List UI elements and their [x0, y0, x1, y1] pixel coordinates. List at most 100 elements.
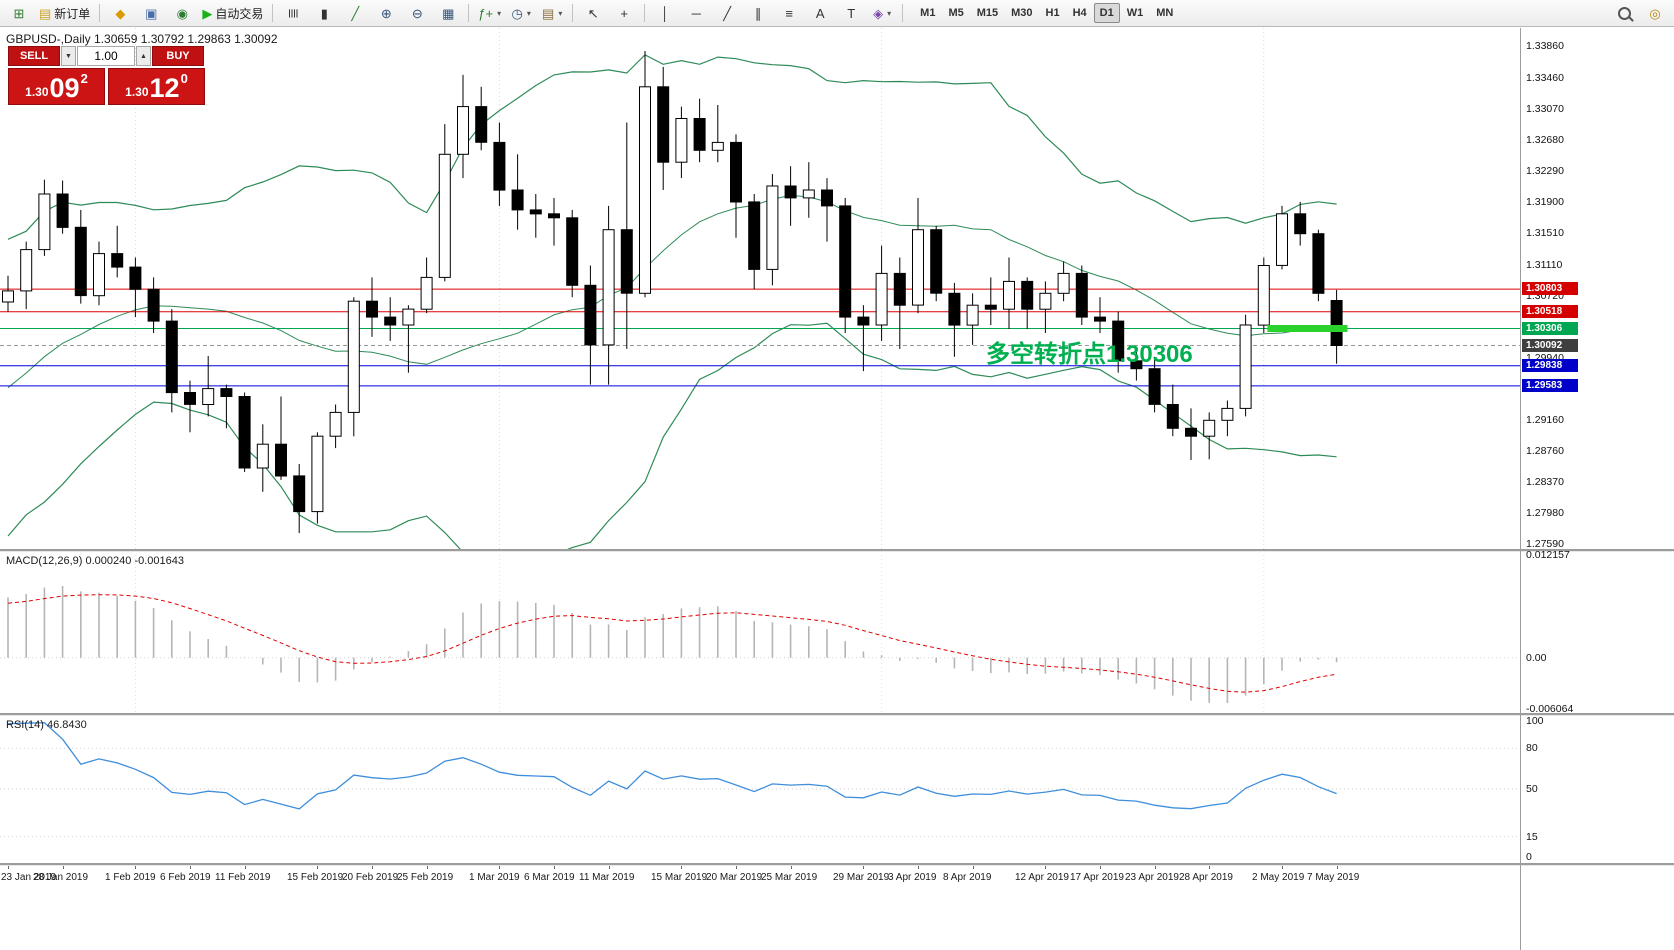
volume-input[interactable]	[77, 46, 135, 66]
date-axis-label: 12 Apr 2019	[1015, 872, 1069, 883]
zoom-out-button[interactable]: ⊖	[402, 2, 432, 25]
timeframe-button-mn[interactable]: MN	[1156, 7, 1174, 19]
new-order-button[interactable]: ▤ 新订单	[35, 2, 94, 25]
vertical-line-button[interactable]: │	[650, 2, 680, 25]
macd-pane-surface[interactable]	[0, 551, 1520, 713]
buy-button[interactable]: BUY	[152, 46, 204, 66]
horizontal-line-button[interactable]: ─	[681, 2, 711, 25]
rsi-level-lines	[0, 747, 1520, 838]
price-axis-label: 1.31510	[1526, 227, 1564, 239]
volume-down-button[interactable]: ▼	[61, 46, 76, 66]
equidistant-channel-icon: ∥	[754, 5, 762, 21]
buy-price-main: 12	[149, 73, 180, 103]
community-button[interactable]: ◎	[1640, 2, 1670, 25]
sell-price-box[interactable]: 1.30 09 2	[8, 68, 105, 105]
pivot-annotation-text[interactable]: 多空转折点1.30306	[986, 341, 1193, 368]
rsi-axis-label: 0	[1526, 851, 1532, 863]
price-axis-label: 1.31110	[1526, 259, 1563, 271]
crosshair-icon: +	[620, 5, 628, 21]
periods-dropdown[interactable]: ◷ ▾	[506, 2, 536, 25]
equidistant-channel-button[interactable]: ∥	[743, 2, 773, 25]
date-axis-label: 2 May 2019	[1252, 872, 1305, 883]
data-window-button[interactable]: ▣	[136, 2, 166, 25]
time-axis-tick	[736, 865, 737, 869]
bar-chart-button[interactable]: ≣	[278, 2, 308, 25]
time-axis-tick	[427, 865, 428, 869]
timeframe-button-m15[interactable]: M15	[976, 7, 999, 19]
fibonacci-button[interactable]: ≡	[774, 2, 804, 25]
indicators-dropdown[interactable]: ƒ+ ▾	[474, 2, 505, 25]
candlestick-chart-button[interactable]: ▮	[309, 2, 339, 25]
time-axis-tick	[863, 865, 864, 869]
templates-dropdown[interactable]: ▤ ▾	[537, 2, 567, 25]
date-axis-label: 3 Apr 2019	[888, 872, 937, 883]
time-axis-tick	[791, 865, 792, 869]
navigator-button[interactable]: ◉	[167, 2, 197, 25]
vertical-line-icon: │	[661, 5, 670, 21]
price-axis-label: 1.32680	[1526, 134, 1564, 146]
time-axis-tick	[499, 865, 500, 869]
timeframe-button-h1[interactable]: H1	[1045, 7, 1060, 19]
tile-windows-button[interactable]: ▦	[433, 2, 463, 25]
search-button[interactable]	[1609, 2, 1639, 25]
pane-divider-macd[interactable]	[0, 549, 1674, 552]
date-axis-label: 6 Mar 2019	[524, 872, 575, 883]
arrows-icon: ◈	[873, 5, 884, 21]
rsi-pane-surface[interactable]	[0, 715, 1520, 863]
price-axis-label: 1.27980	[1526, 507, 1564, 519]
sell-price-pip: 2	[80, 71, 88, 86]
zoom-in-button[interactable]: ⊕	[371, 2, 401, 25]
cursor-button[interactable]: ↖	[578, 2, 608, 25]
new-chart-button[interactable]: ⊞	[4, 2, 34, 25]
timeframe-button-m1[interactable]: M1	[920, 7, 936, 19]
time-axis-tick	[135, 865, 136, 869]
sell-price-prefix: 1.30	[25, 85, 49, 99]
community-icon: ◎	[1649, 5, 1661, 21]
chevron-down-icon: ▾	[887, 8, 892, 18]
timeframe-button-h4[interactable]: H4	[1072, 7, 1087, 19]
periods-icon: ◷	[511, 5, 523, 21]
macd-histogram	[7, 586, 1338, 703]
toolbar-separator	[572, 4, 574, 22]
timeframe-button-w1[interactable]: W1	[1126, 7, 1144, 19]
toolbar-separator	[902, 4, 904, 22]
chevron-down-icon: ▾	[497, 8, 502, 18]
timeframe-button-m30[interactable]: M30	[1011, 7, 1033, 19]
date-axis-label: 28 Jan 2019	[33, 872, 89, 883]
text-label-button[interactable]: T	[836, 2, 866, 25]
date-axis-label: 25 Feb 2019	[397, 872, 454, 883]
toolbar-separator	[272, 4, 274, 22]
market-watch-button[interactable]: ◆	[105, 2, 135, 25]
time-axis-tick	[1337, 865, 1338, 869]
macd-axis-label: 0.012157	[1526, 549, 1570, 561]
pane-divider-time[interactable]	[0, 863, 1674, 866]
buy-price-box[interactable]: 1.30 12 0	[108, 68, 205, 105]
sell-button[interactable]: SELL	[8, 46, 60, 66]
line-chart-button[interactable]: ╱	[340, 2, 370, 25]
timeframe-button-m5[interactable]: M5	[948, 7, 964, 19]
data-window-icon: ▣	[145, 5, 158, 21]
toolbar-separator	[468, 4, 470, 22]
price-axis[interactable]: 1.33860 1.33460 1.33070 1.32680 1.32290 1.319…	[1521, 0, 1674, 950]
arrows-dropdown[interactable]: ◈ ▾	[867, 2, 897, 25]
macd-axis-label: 0.00	[1526, 652, 1547, 664]
timeframe-button-d1[interactable]: D1	[1093, 3, 1120, 23]
time-axis[interactable]: 23 Jan 2019 28 Jan 2019 1 Feb 2019 6 Feb 20…	[0, 865, 1520, 950]
price-level-tag-resistance-1: 1.30803	[1522, 282, 1578, 295]
rsi-line	[7, 722, 1337, 810]
navigator-icon: ◉	[176, 5, 188, 21]
pane-divider-rsi[interactable]	[0, 713, 1674, 716]
autotrading-button[interactable]: ▶ 自动交易	[198, 2, 267, 25]
trendline-icon: ╱	[723, 5, 732, 21]
price-chart-surface[interactable]	[0, 28, 1520, 549]
volume-up-button[interactable]: ▲	[136, 46, 151, 66]
crosshair-button[interactable]: +	[609, 2, 639, 25]
autotrading-icon: ▶	[202, 5, 213, 21]
date-axis-label: 1 Feb 2019	[105, 872, 156, 883]
pivot-highlight-segment[interactable]	[1267, 325, 1348, 332]
toolbar-separator	[644, 4, 646, 22]
price-level-tag-support-1: 1.29838	[1522, 359, 1578, 372]
trendline-button[interactable]: ╱	[712, 2, 742, 25]
text-button[interactable]: A	[805, 2, 835, 25]
